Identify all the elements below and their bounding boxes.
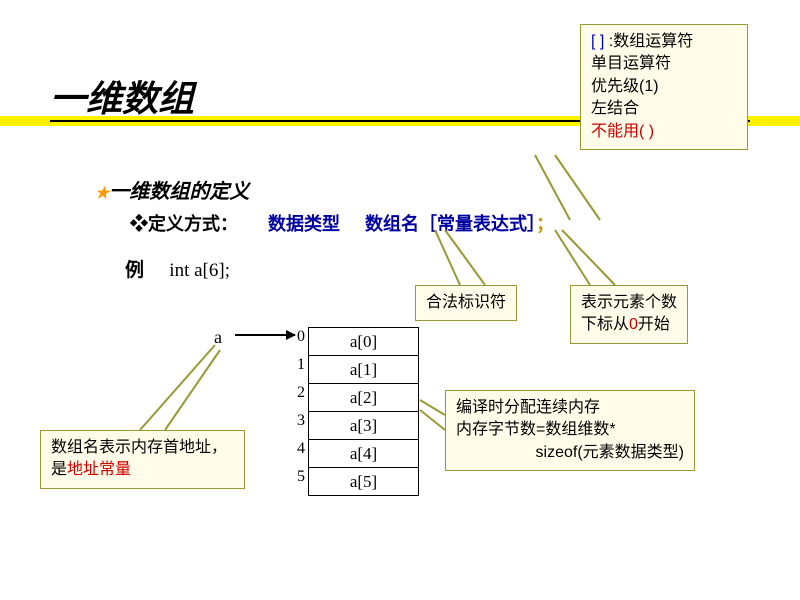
table-cell: a[3] (309, 412, 419, 440)
table-cell: a[4] (309, 440, 419, 468)
example-line: 例 int a[6]; (125, 255, 230, 282)
callout-text: 合法标识符 (426, 294, 506, 311)
callout-memory: 编译时分配连续内存 内存字节数=数组维数* sizeof(元素数据类型) (445, 390, 695, 471)
kw-semi: ； (536, 214, 554, 234)
txt: 开始 (638, 316, 670, 333)
index-label: 4 (297, 440, 305, 458)
callout-line: 单目运算符 (591, 53, 737, 75)
kw-name: 数组名 (365, 214, 419, 234)
index-label: 1 (297, 356, 305, 374)
section-heading-2: ❖定义方式： 数据类型 数组名［常量表达式］； (130, 210, 554, 236)
array-symbol: a (214, 327, 222, 348)
arrow-icon (235, 334, 295, 336)
index-label: 2 (297, 384, 305, 402)
callout-operator: [ ] :数组运算符 单目运算符 优先级(1) 左结合 不能用( ) (580, 24, 748, 150)
txt: 是 (51, 461, 67, 478)
kw-lbracket: ［ (419, 214, 437, 234)
callout-line: 编译时分配连续内存 (456, 397, 684, 419)
table-cell: a[1] (309, 356, 419, 384)
page-title: 一维数组 (50, 70, 194, 122)
example-label: 例 (125, 260, 144, 281)
table-cell: a[0] (309, 328, 419, 356)
table-cell: a[5] (309, 468, 419, 496)
callout-line: 数组名表示内存首地址， (51, 437, 234, 459)
section1-text: 一维数组的定义 (109, 181, 249, 203)
bracket-blue: [ ] (591, 33, 604, 50)
callout-line: 不能用( ) (591, 121, 737, 143)
table-cell: a[2] (309, 384, 419, 412)
index-label: 0 (297, 328, 305, 346)
diamond-icon: ❖ (130, 214, 148, 234)
section-heading-1: ★一维数组的定义 (95, 175, 249, 204)
callout-line: 左结合 (591, 98, 737, 120)
callout-legal-id: 合法标识符 (415, 285, 517, 321)
kw-expr: 常量表达式 (437, 214, 527, 234)
txt: 下标从 (581, 316, 629, 333)
callout-line: sizeof(元素数据类型) (456, 442, 684, 464)
array-table: a[0] a[1] a[2] a[3] a[4] a[5] (308, 327, 419, 496)
section2-label: 定义方式 (148, 214, 220, 234)
kw-type: 数据类型 (268, 214, 340, 234)
callout-array-name: 数组名表示内存首地址， 是地址常量 (40, 430, 245, 489)
index-label: 3 (297, 412, 305, 430)
star-icon: ★ (95, 185, 109, 202)
callout-count: 表示元素个数 下标从0开始 (570, 285, 688, 344)
callout-line: 下标从0开始 (581, 314, 677, 336)
example-code: int a[6]; (169, 260, 230, 281)
callout-line: 优先级(1) (591, 76, 737, 98)
callout-line: 是地址常量 (51, 459, 234, 481)
slide: 一维数组 ★一维数组的定义 ❖定义方式： 数据类型 数组名［常量表达式］； 例 … (0, 0, 800, 600)
callout-text: :数组运算符 (604, 33, 693, 50)
callout-line: 表示元素个数 (581, 292, 677, 314)
callout-line: 内存字节数=数组维数* (456, 419, 684, 441)
kw-rbracket: ］ (527, 214, 536, 234)
txt-red: 0 (629, 316, 638, 333)
index-label: 5 (297, 468, 305, 486)
callout-line: [ ] :数组运算符 (591, 31, 737, 53)
txt-red: 地址常量 (67, 461, 131, 478)
